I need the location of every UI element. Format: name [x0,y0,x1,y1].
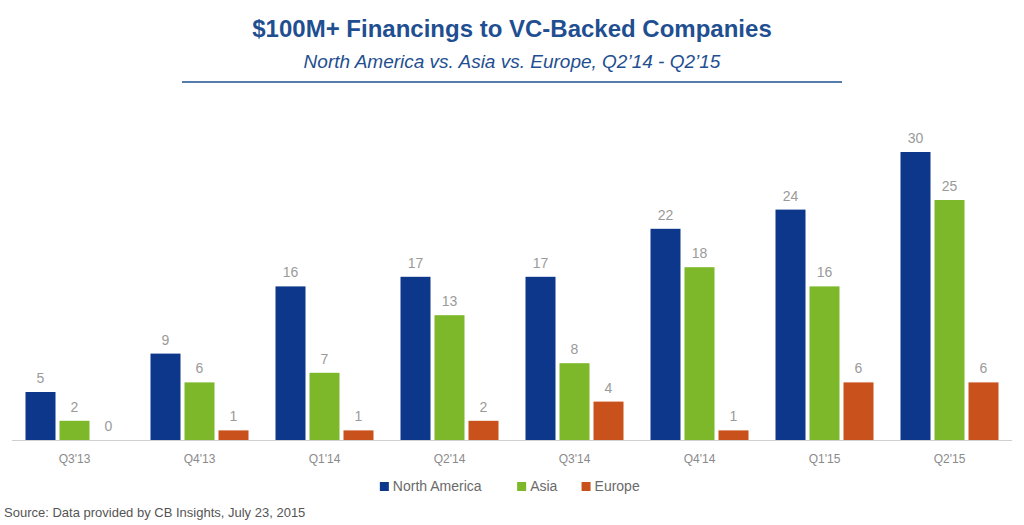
data-label: 6 [855,360,863,376]
bar [969,382,999,440]
category-label: Q4'14 [684,452,716,466]
bar [310,373,340,440]
data-label: 6 [980,360,988,376]
bar [685,267,715,440]
subtitle: North America vs. Asia vs. Europe, Q2’14… [304,51,721,72]
data-label: 1 [730,408,738,424]
data-label: 17 [533,255,549,271]
category-label: Q3'13 [59,452,91,466]
data-label: 4 [605,380,613,396]
data-label: 9 [162,332,170,348]
legend-swatch [380,482,389,491]
bar [844,382,874,440]
chart-svg: $100M+ Financings to VC-Backed Companies… [0,0,1024,525]
data-label: 0 [105,418,113,434]
data-label: 2 [480,399,488,415]
data-label: 16 [283,264,299,280]
bar [94,440,124,441]
source-note: Source: Data provided by CB Insights, Ju… [4,505,305,520]
bar [151,354,181,440]
legend-swatch [582,482,591,491]
bar [935,200,965,440]
data-label: 22 [658,207,674,223]
bar [594,402,624,440]
bar [26,392,56,440]
bar [526,277,556,440]
data-label: 8 [571,341,579,357]
data-label: 6 [196,360,204,376]
bars [26,152,999,440]
bar [560,363,590,440]
bar [276,286,306,440]
category-label: Q3'14 [559,452,591,466]
category-label: Q2'14 [434,452,466,466]
bar [810,286,840,440]
x-axis [12,440,1012,441]
bar [219,430,249,440]
bar [401,277,431,440]
data-label: 1 [230,408,238,424]
legend-label: Asia [530,478,557,494]
legend-swatch [517,482,526,491]
data-labels: 5916171722243026713818162501124166 [37,130,988,434]
bar [651,229,681,440]
bar [776,210,806,440]
category-label: Q4'13 [184,452,216,466]
category-label: Q1'14 [309,452,341,466]
data-label: 1 [355,408,363,424]
legend: North America Asia Europe [380,478,640,494]
bar [185,382,215,440]
title-rule [182,81,842,83]
data-label: 13 [442,293,458,309]
bar [60,421,90,440]
bar [435,315,465,440]
bar [344,430,374,440]
data-label: 17 [408,255,424,271]
bar [901,152,931,440]
data-label: 18 [692,245,708,261]
data-label: 2 [71,399,79,415]
category-label: Q1'15 [809,452,841,466]
data-label: 24 [783,188,799,204]
chart-root: $100M+ Financings to VC-Backed Companies… [0,0,1024,525]
title: $100M+ Financings to VC-Backed Companies [252,15,771,42]
legend-label: Europe [595,478,640,494]
legend-label: North America [393,478,482,494]
bar [719,430,749,440]
data-label: 25 [942,178,958,194]
data-label: 16 [817,264,833,280]
bar [469,421,499,440]
data-label: 5 [37,370,45,386]
data-label: 7 [321,351,329,367]
category-label: Q2'15 [934,452,966,466]
data-label: 30 [908,130,924,146]
